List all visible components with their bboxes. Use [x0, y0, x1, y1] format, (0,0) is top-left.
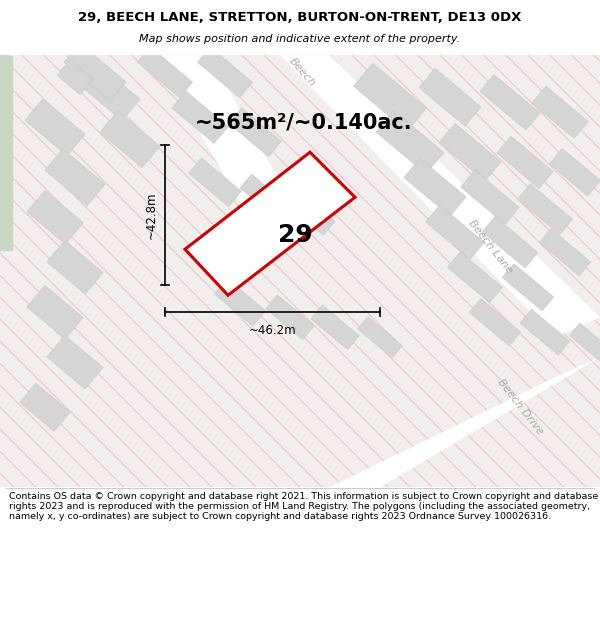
Polygon shape: [27, 286, 83, 339]
Polygon shape: [229, 108, 281, 157]
Polygon shape: [137, 47, 193, 98]
Bar: [0, 56, 12, 250]
Text: Beech Drive: Beech Drive: [495, 378, 545, 437]
Polygon shape: [240, 174, 290, 220]
Polygon shape: [185, 152, 355, 295]
Polygon shape: [280, 55, 600, 338]
Polygon shape: [353, 63, 427, 131]
Polygon shape: [330, 357, 600, 488]
Polygon shape: [188, 158, 241, 207]
Polygon shape: [80, 64, 140, 121]
Polygon shape: [520, 309, 570, 355]
Polygon shape: [197, 47, 253, 98]
Polygon shape: [47, 241, 103, 294]
Text: Beech Lane: Beech Lane: [466, 219, 514, 276]
Polygon shape: [448, 252, 502, 302]
Polygon shape: [426, 205, 484, 259]
Text: 29: 29: [278, 223, 313, 248]
Polygon shape: [469, 299, 521, 346]
Polygon shape: [47, 336, 103, 389]
Polygon shape: [532, 86, 588, 138]
Polygon shape: [550, 149, 600, 196]
Polygon shape: [27, 191, 83, 244]
Text: ~42.8m: ~42.8m: [145, 191, 158, 239]
Polygon shape: [376, 111, 444, 174]
Polygon shape: [20, 383, 70, 431]
Text: 29, BEECH LANE, STRETTON, BURTON-ON-TRENT, DE13 0DX: 29, BEECH LANE, STRETTON, BURTON-ON-TREN…: [79, 11, 521, 24]
Polygon shape: [311, 305, 359, 349]
Text: Contains OS data © Crown copyright and database right 2021. This information is : Contains OS data © Crown copyright and d…: [9, 492, 598, 521]
Polygon shape: [502, 264, 554, 311]
Polygon shape: [569, 323, 600, 361]
Polygon shape: [57, 60, 93, 94]
Polygon shape: [480, 74, 540, 130]
Polygon shape: [0, 55, 10, 228]
Polygon shape: [518, 184, 572, 234]
Text: Beech: Beech: [287, 56, 317, 89]
Polygon shape: [64, 43, 126, 101]
Polygon shape: [100, 111, 160, 168]
Polygon shape: [155, 55, 310, 237]
Polygon shape: [461, 170, 519, 224]
Polygon shape: [214, 279, 266, 326]
Polygon shape: [358, 317, 403, 358]
Text: ~565m²/~0.140ac.: ~565m²/~0.140ac.: [195, 112, 413, 132]
Text: Map shows position and indicative extent of the property.: Map shows position and indicative extent…: [139, 34, 461, 44]
Polygon shape: [419, 68, 481, 126]
Polygon shape: [266, 295, 314, 339]
Polygon shape: [539, 229, 591, 276]
Polygon shape: [404, 158, 466, 216]
Polygon shape: [482, 217, 538, 268]
Polygon shape: [439, 123, 501, 181]
Polygon shape: [25, 99, 85, 156]
Polygon shape: [45, 149, 105, 206]
Polygon shape: [172, 91, 228, 143]
Polygon shape: [285, 189, 335, 235]
Text: ~46.2m: ~46.2m: [248, 324, 296, 338]
Polygon shape: [497, 136, 553, 188]
